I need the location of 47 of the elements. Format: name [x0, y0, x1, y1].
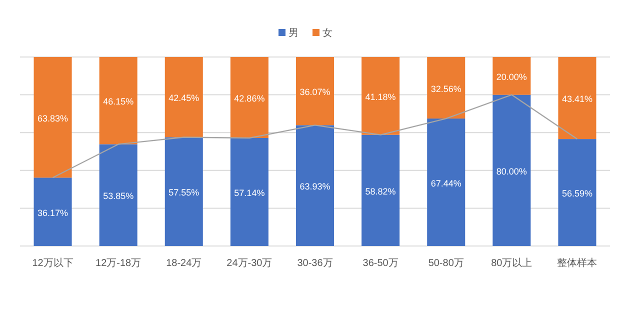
x-tick-label: 80万以上 [491, 257, 532, 269]
bar [34, 57, 72, 178]
data-label: 67.44% [430, 178, 462, 188]
bar [230, 57, 268, 138]
data-label: 46.15% [103, 96, 134, 107]
bar [34, 178, 72, 246]
data-label: 80.00% [496, 166, 527, 176]
bar [492, 94, 531, 246]
data-label: 53.85% [103, 191, 134, 202]
bar [164, 137, 203, 246]
data-label: 43.41% [562, 94, 592, 104]
data-label: 42.45% [168, 93, 200, 104]
x-tick-label: 12万-18万 [96, 258, 142, 269]
data-label: 41.18% [365, 92, 396, 102]
bar [296, 57, 334, 126]
data-label: 63.83% [38, 113, 68, 124]
legend-label: 女 [322, 27, 332, 39]
bar [558, 57, 596, 140]
bar [427, 118, 466, 246]
data-label: 32.56% [430, 84, 462, 94]
bar [296, 125, 334, 246]
data-label: 36.17% [38, 208, 68, 218]
bar [99, 144, 138, 246]
bar [492, 57, 531, 95]
data-label: 57.14% [234, 188, 265, 198]
bar [230, 138, 268, 246]
bar [164, 57, 203, 138]
x-tick-label: 24万-30万 [226, 258, 272, 269]
bar [362, 134, 400, 246]
x-tick-label: 18-24万 [166, 258, 202, 269]
x-tick-label: 12万以下 [32, 257, 74, 269]
data-label: 63.93% [300, 182, 330, 192]
data-label: 56.59% [562, 188, 592, 199]
x-tick-label: 30-36万 [297, 258, 333, 269]
data-label: 20.00% [496, 72, 527, 82]
bar [99, 57, 138, 144]
legend-label: 男 [288, 28, 298, 39]
x-tick-label: 整体样本 [557, 257, 598, 269]
data-label: 57.55% [168, 188, 200, 198]
data-label: 42.86% [234, 94, 265, 104]
bar [427, 57, 466, 119]
x-tick-label: 50-80万 [428, 258, 464, 269]
bar [362, 57, 400, 135]
x-tick-label: 36-50万 [362, 258, 398, 269]
data-label: 36.07% [300, 87, 330, 98]
data-label: 58.82% [365, 186, 396, 196]
bar [558, 139, 596, 246]
